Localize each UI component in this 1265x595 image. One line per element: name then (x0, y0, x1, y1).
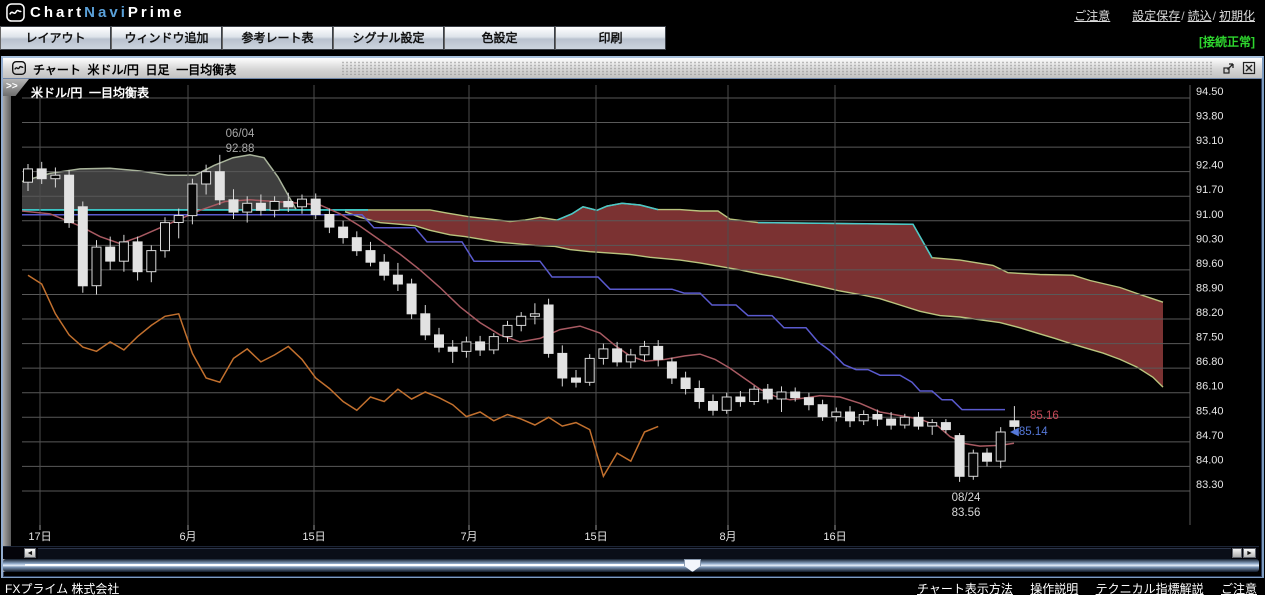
chart-window-title: チャート 米ドル/円 日足 一目均衡表 (33, 63, 237, 77)
svg-text:84.70: 84.70 (1196, 430, 1224, 442)
svg-text:06/04: 06/04 (226, 128, 255, 140)
annotations-layer: 06/04 92.88 08/24 83.56 85.16 ◀85.14 (226, 128, 1059, 519)
side-strip (3, 79, 11, 572)
candles-layer (23, 154, 1020, 482)
titlebar-texture (341, 61, 1214, 75)
svg-text:91.70: 91.70 (1196, 184, 1224, 196)
price-chart[interactable]: 94.50 93.80 93.10 92.40 91.70 91.00 90.30 89.60… (0, 78, 1265, 546)
notice-link[interactable]: ご注意 (1074, 9, 1111, 23)
separator: / (1181, 9, 1185, 23)
toolbar-button-rate-table[interactable]: 参考レート表 (222, 26, 333, 50)
chart-window-titlebar[interactable]: チャート 米ドル/円 日足 一目均衡表 (3, 58, 1262, 79)
toolbar-button-add-window[interactable]: ウィンドウ追加 (111, 26, 222, 50)
close-button[interactable] (1242, 61, 1256, 75)
header-links: ご注意 設定保存/読込/初期化 (1074, 7, 1255, 24)
svg-text:6月: 6月 (179, 531, 196, 543)
toolbar-button-print[interactable]: 印刷 (555, 26, 666, 50)
svg-text:85.16: 85.16 (1030, 410, 1059, 422)
svg-text:◀85.14: ◀85.14 (1010, 426, 1048, 438)
connection-status: [接続正常] (1199, 35, 1255, 49)
svg-text:84.00: 84.00 (1196, 454, 1224, 466)
toolbar-button-signal-settings[interactable]: シグナル設定 (333, 26, 444, 50)
svg-text:8月: 8月 (719, 531, 736, 543)
app-logo-icon (6, 3, 25, 22)
app-header: ChartNaviPrime ご注意 設定保存/読込/初期化 (0, 0, 1265, 26)
svg-text:89.60: 89.60 (1196, 258, 1224, 270)
svg-text:85.40: 85.40 (1196, 405, 1224, 417)
svg-text:17日: 17日 (28, 531, 51, 543)
svg-text:93.80: 93.80 (1196, 111, 1224, 123)
svg-text:91.00: 91.00 (1196, 209, 1224, 221)
svg-text:16日: 16日 (823, 531, 846, 543)
status-bar: FXプライム 株式会社 チャート表示方法 操作説明 テクニカル指標解説 ご注意 (0, 578, 1265, 595)
maximize-icon (1223, 63, 1234, 74)
chart-window-icon (12, 61, 26, 75)
svg-text:86.10: 86.10 (1196, 381, 1224, 393)
svg-text:86.80: 86.80 (1196, 356, 1224, 368)
svg-text:92.88: 92.88 (226, 143, 255, 155)
svg-text:08/24: 08/24 (952, 492, 981, 504)
help-link-chart-display[interactable]: チャート表示方法 (917, 582, 1013, 595)
maximize-button[interactable] (1222, 61, 1236, 75)
svg-text:15日: 15日 (584, 531, 607, 543)
axis-labels-layer: 94.50 93.80 93.10 92.40 91.70 91.00 90.30 89.60… (28, 86, 1223, 543)
scrollbar-thumb[interactable] (1232, 548, 1242, 558)
slider-thumb[interactable] (684, 559, 701, 572)
load-settings-link[interactable]: 読込 (1187, 9, 1212, 23)
svg-text:15日: 15日 (302, 531, 325, 543)
svg-text:87.50: 87.50 (1196, 332, 1224, 344)
company-name: FXプライム 株式会社 (5, 582, 120, 595)
help-link-technical-indicators[interactable]: テクニカル指標解説 (1095, 582, 1204, 595)
help-link-notice[interactable]: ご注意 (1220, 582, 1257, 595)
save-settings-link[interactable]: 設定保存 (1132, 9, 1181, 23)
svg-text:83.30: 83.30 (1196, 479, 1224, 491)
zoom-slider[interactable] (3, 559, 1259, 572)
svg-text:88.90: 88.90 (1196, 283, 1224, 295)
svg-text:92.40: 92.40 (1196, 160, 1224, 172)
chart-scrollbar[interactable]: ◄ ► (3, 546, 1259, 559)
svg-text:94.50: 94.50 (1196, 86, 1224, 98)
separator: / (1212, 9, 1216, 23)
footer-links: チャート表示方法 操作説明 テクニカル指標解説 ご注意 (903, 580, 1257, 595)
svg-text:88.20: 88.20 (1196, 307, 1224, 319)
svg-text:83.56: 83.56 (952, 507, 981, 519)
close-icon (1242, 61, 1256, 75)
scrollbar-track[interactable] (38, 548, 1231, 559)
help-link-operation[interactable]: 操作説明 (1030, 582, 1079, 595)
app-logo-text: ChartNaviPrime (30, 4, 185, 21)
svg-text:93.10: 93.10 (1196, 135, 1224, 147)
toolbar-button-layout[interactable]: レイアウト (0, 26, 111, 50)
toolbar-button-color-settings[interactable]: 色設定 (444, 26, 555, 50)
scroll-right-button[interactable]: ► (1243, 548, 1256, 558)
svg-text:90.30: 90.30 (1196, 233, 1224, 245)
app-logo: ChartNaviPrime (6, 3, 185, 22)
scroll-left-button[interactable]: ◄ (24, 548, 36, 558)
svg-text:7月: 7月 (460, 531, 477, 543)
main-toolbar: レイアウト ウィンドウ追加 参考レート表 シグナル設定 色設定 印刷 [接続正常] (0, 26, 1265, 52)
slider-progress (25, 564, 688, 566)
chart-instrument-label: 米ドル/円 一目均衡表 (31, 86, 150, 100)
indicator-lines-layer (21, 199, 1015, 479)
reset-settings-link[interactable]: 初期化 (1218, 9, 1255, 23)
